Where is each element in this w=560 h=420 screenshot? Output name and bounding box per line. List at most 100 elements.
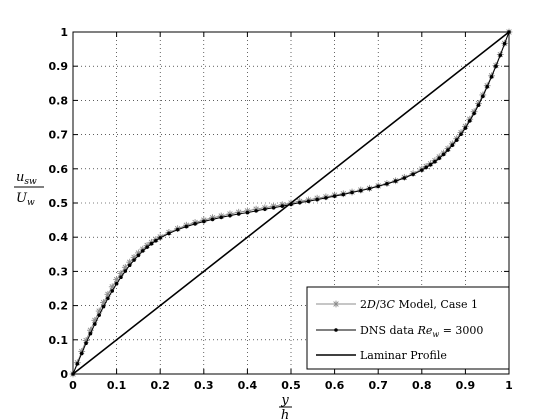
data-point [315,197,319,202]
legend: 2D/3C Model, Case 1 DNS data Rew = 3000 … [306,286,510,370]
data-point [75,361,80,366]
x-axis-label: y h [279,393,292,420]
data-point [87,326,94,334]
x-tick-label: 0.7 [368,379,388,392]
data-point [297,200,302,205]
legend-label-laminar: Laminar Profile [360,349,447,362]
data-point [219,215,224,220]
data-point [193,222,197,226]
data-point [280,204,285,208]
data-point [441,152,446,157]
x-tick-label: 0.2 [150,379,170,392]
data-point [332,194,337,198]
data-point [463,126,468,130]
data-point [358,188,363,193]
data-point [97,313,101,317]
legend-swatch-dns-marker [334,328,338,332]
legend-entry-dns: DNS data Rew = 3000 [316,324,483,339]
y-tick-label: 0.1 [49,334,69,347]
data-point [411,172,415,177]
data-point [114,281,119,286]
x-tick-label: 0.6 [325,379,345,392]
y-tick-label: 0.5 [49,197,69,210]
data-point [446,148,450,152]
series-line [72,31,510,375]
svg-text:usw: usw [16,170,37,187]
data-point [236,212,241,216]
data-point [110,289,115,293]
data-point [424,165,428,170]
y-tick-label: 0.7 [49,129,69,142]
x-tick-label: 0.3 [194,379,214,392]
data-point [184,224,189,229]
ylabel-num: u [16,170,24,185]
data-point [158,236,162,240]
y-tick-label: 1 [60,26,68,39]
data-point [454,138,459,142]
data-point [202,219,206,224]
data-point [467,119,472,123]
data-point [481,94,485,99]
data-point [459,132,463,137]
ylabel-den: U [16,191,28,206]
data-point [140,249,145,253]
x-tick-label: 0.8 [412,379,432,392]
data-point [175,227,180,232]
data-point [498,53,503,58]
data-point [341,192,346,197]
tick-labels: 0 0.1 0.2 0.3 0.4 0.5 0.6 0.7 0.8 0.9 1 0 0.1 0.2 0.3 0… [49,26,513,392]
data-point [350,190,354,195]
data-point [324,196,328,200]
data-point [136,253,141,258]
series-1 [71,30,511,376]
data-point [228,213,232,218]
svg-text:Uw: Uw [16,191,35,208]
data-point [306,199,311,204]
data-point [93,322,97,326]
xlabel-den: h [281,408,289,420]
data-point [494,64,498,68]
data-point [420,168,424,172]
y-tick-label: 0.2 [49,300,69,313]
legend-asterisk [332,300,340,308]
legend-swatch-model-marker [332,300,340,308]
x-tick-label: 0.4 [238,379,258,392]
data-point [119,275,123,280]
data-point [149,241,154,246]
data-point [263,207,267,211]
y-tick-label: 0.3 [49,265,69,278]
y-tick-label: 0.9 [49,60,69,73]
series-2 [72,31,510,375]
data-point [245,210,250,215]
data-point [502,41,507,46]
y-tick-label: 0.4 [49,231,69,244]
x-tick-label: 0.1 [107,379,127,392]
data-point [376,184,381,189]
ylabel-num-sub: sw [24,177,37,187]
data-point [167,231,171,236]
data-point [433,159,437,164]
x-tick-label: 0.9 [456,379,476,392]
data-point [476,103,481,107]
x-tick-label: 0 [69,379,77,392]
legend-label-dns: DNS data Rew = 3000 [360,324,483,339]
data-point [489,75,494,79]
data-point [485,84,490,89]
y-tick-label: 0 [60,368,68,381]
data-point [367,186,372,191]
data-point [254,209,258,213]
legend-label-model: 2D/3C Model, Case 1 [360,298,478,311]
data-point [106,296,110,301]
y-tick-label: 0.8 [49,94,69,107]
xlabel-num: y [280,393,289,408]
data-point [88,331,93,336]
data-point [393,179,398,183]
ticks [72,31,510,375]
data-point [437,156,442,160]
y-tick-label: 0.6 [49,163,69,176]
data-point [428,162,433,167]
ylabel-den-sub: w [27,198,35,208]
data-point [79,351,84,356]
data-point [123,269,128,273]
